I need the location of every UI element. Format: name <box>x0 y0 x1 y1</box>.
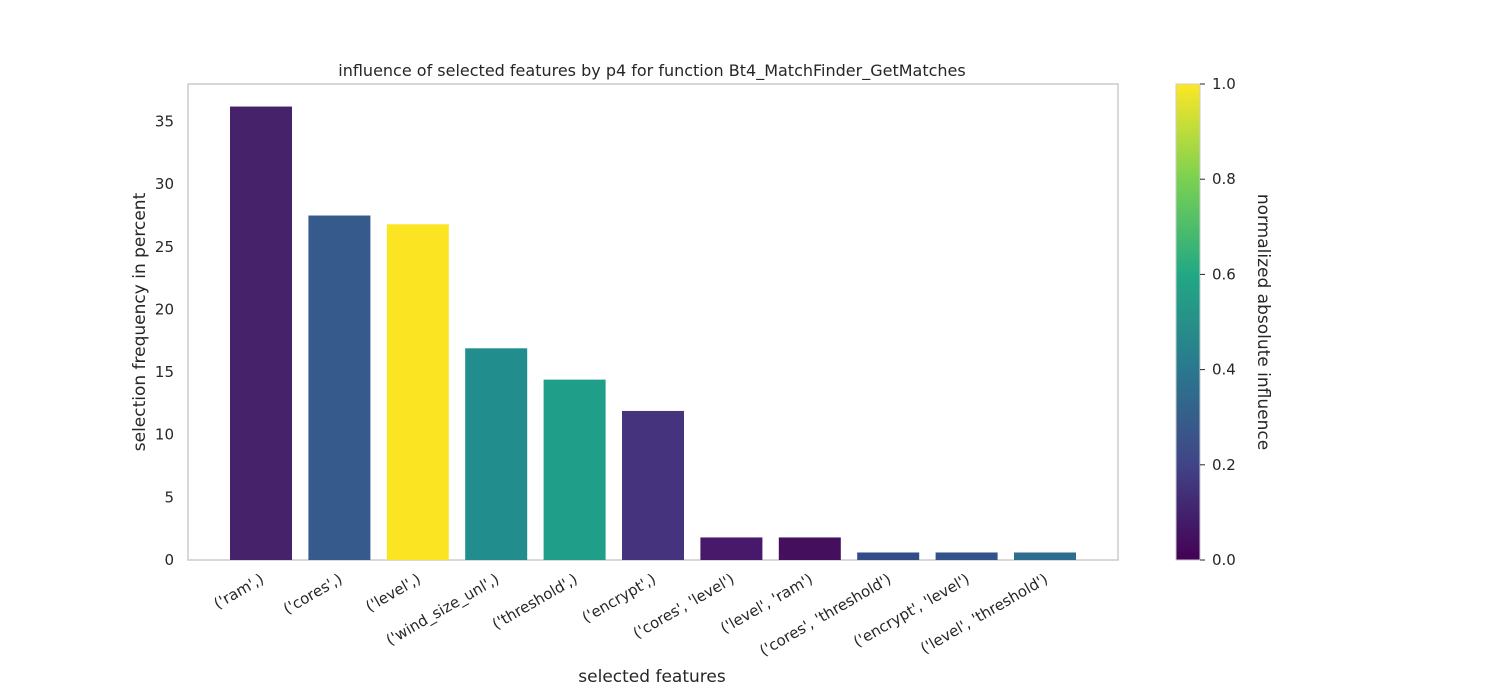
bar-6 <box>700 537 763 560</box>
y-tick-label: 10 <box>155 426 174 444</box>
colorbar-tick-label: 0.2 <box>1212 456 1236 474</box>
colorbar-tick-label: 0.6 <box>1212 265 1236 283</box>
x-tick-label: ('cores', 'threshold') <box>756 570 894 660</box>
bar-3 <box>465 348 528 560</box>
colorbar-tick-label: 0.8 <box>1212 170 1236 188</box>
plot-area: 0 5 10 15 20 25 30 35 ('ram',) ('cores',) ('level'… <box>155 83 1119 660</box>
bar-2 <box>386 224 449 560</box>
y-tick-label: 25 <box>155 238 174 256</box>
y-tick-label: 20 <box>155 300 174 318</box>
x-tick-label: ('ram',) <box>211 570 267 613</box>
y-axis-title: selection frequency in percent <box>130 192 150 451</box>
colorbar-tick-label: 1.0 <box>1212 75 1236 93</box>
y-tick-label: 0 <box>164 551 174 569</box>
y-tick-label: 35 <box>155 113 174 131</box>
y-tick-label: 30 <box>155 175 174 193</box>
x-tick-label: ('level', 'threshold') <box>917 570 1051 658</box>
bar-7 <box>778 537 841 560</box>
bar-0 <box>230 106 292 561</box>
colorbar: 0.0 0.2 0.4 0.6 0.8 1.0 <box>1175 75 1236 569</box>
bar-5 <box>622 410 684 560</box>
bar-4 <box>543 379 606 560</box>
bar-1 <box>308 215 371 561</box>
chart-title: influence of selected features by p4 for… <box>338 61 965 81</box>
bar-9 <box>935 552 998 560</box>
colorbar-title: normalized absolute influence <box>1253 194 1273 450</box>
x-tick-label: ('level',) <box>363 570 424 616</box>
y-tick-label: 5 <box>164 488 174 506</box>
colorbar-tick-label: 0.0 <box>1212 551 1236 569</box>
x-axis-title: selected features <box>578 667 726 687</box>
y-tick-label: 15 <box>155 363 174 381</box>
colorbar-gradient <box>1175 83 1201 561</box>
x-tick-label: ('threshold',) <box>489 570 581 633</box>
bar-10 <box>1014 552 1076 560</box>
x-tick-label: ('cores',) <box>280 570 345 618</box>
colorbar-tick-label: 0.4 <box>1212 361 1236 379</box>
bar-8 <box>857 552 920 560</box>
